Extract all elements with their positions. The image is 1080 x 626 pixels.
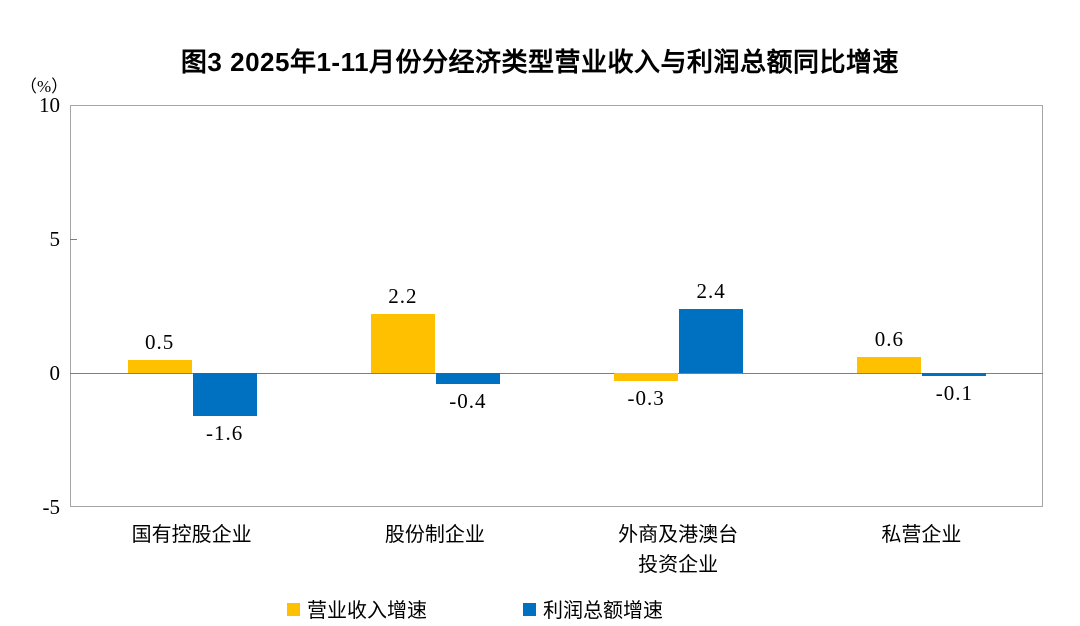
bar-利润总额增速-外商及港澳台投资企业 (679, 308, 744, 373)
legend-swatch-icon (287, 603, 300, 616)
y-tick-mark (70, 239, 77, 240)
y-tick-label: 10 (39, 93, 60, 117)
bar-利润总额增速-国有控股企业 (192, 373, 257, 416)
bar-营业收入增速-私营企业 (857, 356, 922, 373)
plot-area (70, 105, 1043, 507)
legend-item: 利润总额增速 (523, 594, 663, 623)
zero-axis-line (70, 373, 1043, 374)
bar-利润总额增速-私营企业 (922, 373, 987, 376)
chart-legend: 营业收入增速 利润总额增速 (0, 594, 1080, 623)
chart-title: 图3 2025年1-11月份分经济类型营业收入与利润总额同比增速 (180, 47, 900, 77)
x-category-label: 外商及港澳台 投资企业 (618, 524, 739, 576)
bar-value-label: 0.5 (145, 329, 175, 354)
y-tick-label: 5 (49, 227, 61, 251)
x-category-label: 国有控股企业 (131, 524, 252, 546)
bar-利润总额增速-股份制企业 (435, 373, 500, 384)
bar-value-label: -0.3 (627, 386, 665, 411)
bar-营业收入增速-外商及港澳台投资企业 (614, 373, 679, 382)
legend-label: 利润总额增速 (543, 600, 663, 622)
legend-swatch-icon (523, 603, 536, 616)
bar-value-label: 2.4 (696, 278, 726, 303)
legend-item: 营业收入增速 (287, 594, 427, 623)
legend-label: 营业收入增速 (307, 600, 427, 622)
x-category-label: 股份制企业 (384, 524, 485, 546)
y-tick-label: 0 (49, 361, 61, 385)
y-tick-label: -5 (42, 495, 61, 519)
x-category-label: 私营企业 (881, 524, 962, 546)
y-axis-unit-label: （%） (20, 77, 69, 96)
bar-value-label: 0.6 (874, 326, 904, 351)
bar-value-label: -0.1 (935, 380, 973, 405)
bar-营业收入增速-股份制企业 (370, 314, 435, 373)
bar-value-label: 2.2 (388, 284, 418, 309)
bar-value-label: -0.4 (449, 388, 487, 413)
bar-营业收入增速-国有控股企业 (127, 359, 192, 373)
bar-value-label: -1.6 (206, 420, 244, 445)
